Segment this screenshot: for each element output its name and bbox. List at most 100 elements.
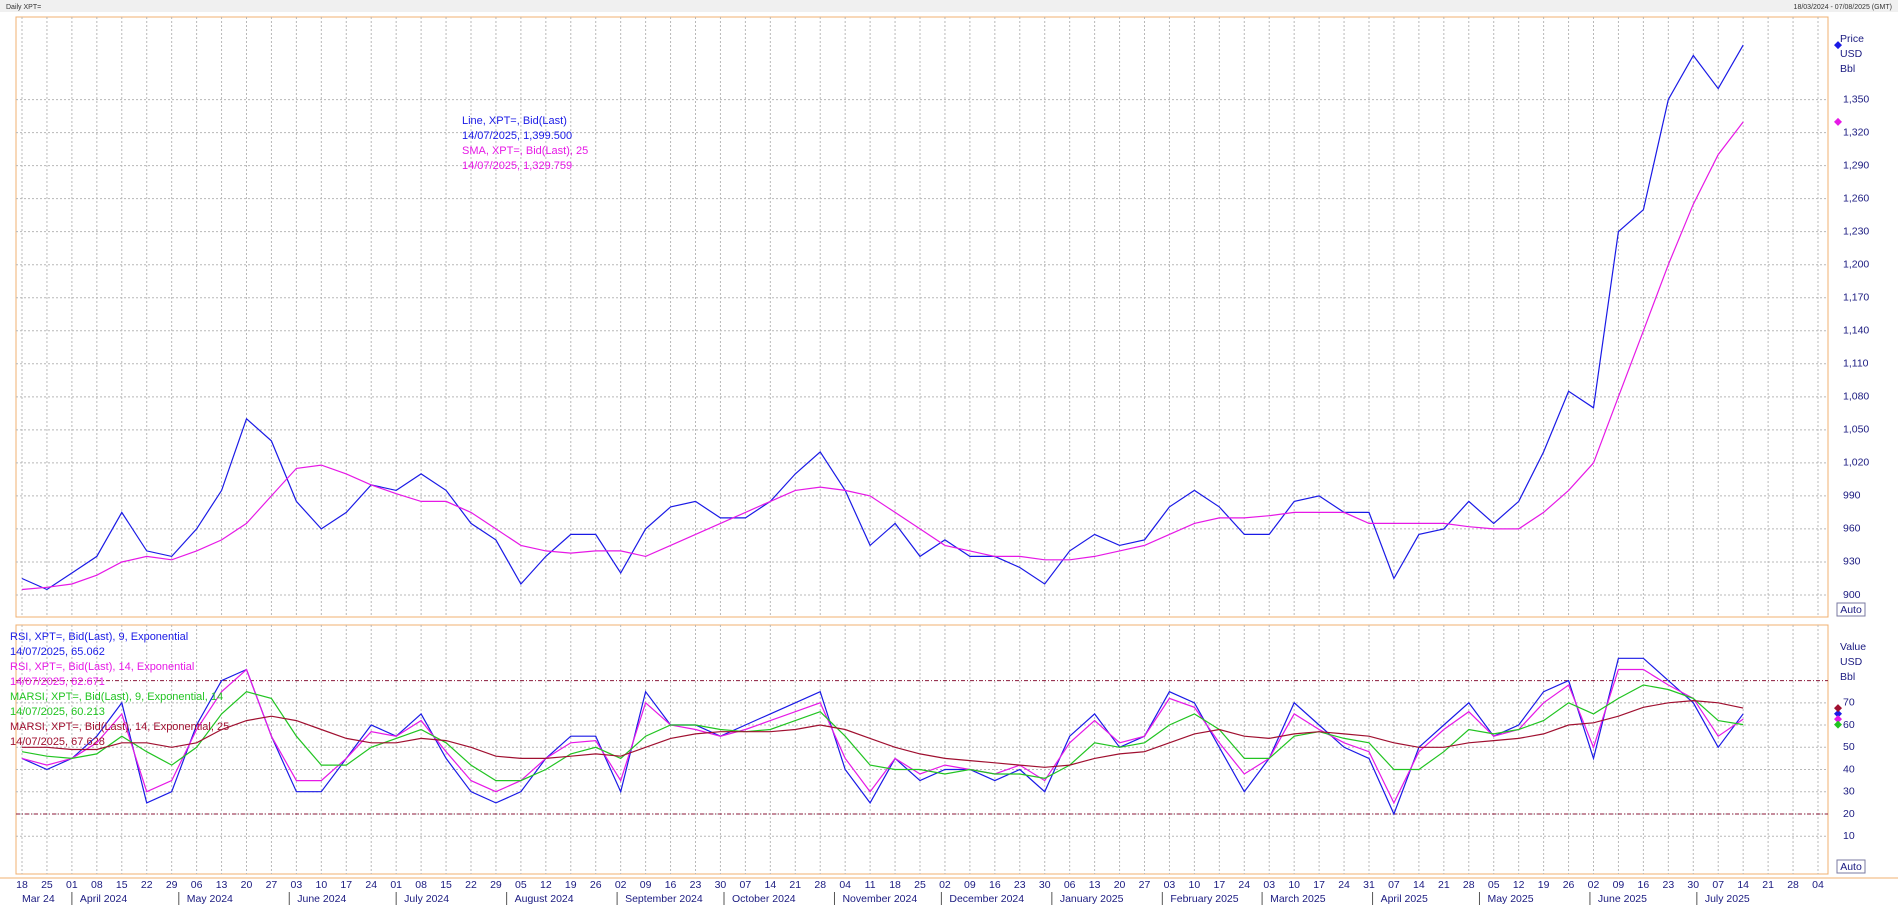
x-tick-label: 19 bbox=[1538, 879, 1550, 891]
legend-name: Line, XPT=, Bid(Last) bbox=[462, 115, 567, 127]
month-label: August 2024 bbox=[515, 893, 574, 905]
x-tick-label: 30 bbox=[1687, 879, 1699, 891]
x-tick-label: 24 bbox=[365, 879, 377, 891]
x-tick-label: 27 bbox=[1139, 879, 1151, 891]
x-tick-label: 29 bbox=[166, 879, 178, 891]
y-tick-label: 900 bbox=[1843, 589, 1861, 601]
x-tick-label: 22 bbox=[465, 879, 477, 891]
y-tick-label: 70 bbox=[1843, 697, 1855, 709]
last-value-marker bbox=[1834, 41, 1842, 50]
x-tick-label: 31 bbox=[1363, 879, 1375, 891]
auto-label: Auto bbox=[1840, 604, 1862, 616]
month-label: May 2025 bbox=[1487, 893, 1533, 905]
x-tick-label: 22 bbox=[141, 879, 153, 891]
month-label: May 2024 bbox=[187, 893, 233, 905]
x-tick-label: 14 bbox=[764, 879, 776, 891]
y-tick-label: 60 bbox=[1843, 719, 1855, 731]
month-label: January 2025 bbox=[1060, 893, 1124, 905]
x-tick-label: 08 bbox=[91, 879, 103, 891]
unit-label: Price bbox=[1840, 33, 1864, 45]
legend-last: 14/07/2025, 67.628 bbox=[10, 736, 105, 748]
x-tick-label: 26 bbox=[590, 879, 602, 891]
x-tick-label: 07 bbox=[740, 879, 752, 891]
y-tick-label: 1,230 bbox=[1843, 225, 1869, 237]
plot-frame bbox=[15, 624, 1829, 875]
last-value-marker bbox=[1834, 117, 1842, 126]
series-line bbox=[21, 44, 1744, 591]
x-tick-label: 16 bbox=[989, 879, 1001, 891]
y-tick-label: 50 bbox=[1843, 741, 1855, 753]
y-tick-label: 990 bbox=[1843, 490, 1861, 502]
x-tick-label: 14 bbox=[1413, 879, 1425, 891]
x-tick-label: 25 bbox=[41, 879, 53, 891]
legend-name: SMA, XPT=, Bid(Last), 25 bbox=[462, 145, 588, 157]
month-label: Mar 24 bbox=[22, 893, 55, 905]
x-tick-label: 25 bbox=[914, 879, 926, 891]
x-tick-label: 20 bbox=[1114, 879, 1126, 891]
x-tick-label: 28 bbox=[1463, 879, 1475, 891]
unit-label: Bbl bbox=[1840, 671, 1855, 683]
month-label: July 2024 bbox=[404, 893, 449, 905]
x-tick-label: 26 bbox=[1563, 879, 1575, 891]
last-value-marker bbox=[1834, 704, 1842, 713]
x-tick-label: 28 bbox=[1787, 879, 1799, 891]
x-tick-label: 11 bbox=[865, 879, 876, 891]
x-tick-label: 24 bbox=[1238, 879, 1250, 891]
x-tick-label: 02 bbox=[939, 879, 951, 891]
auto-label: Auto bbox=[1840, 861, 1862, 873]
month-label: October 2024 bbox=[732, 893, 796, 905]
unit-label: Bbl bbox=[1840, 63, 1855, 75]
x-tick-label: 04 bbox=[839, 879, 851, 891]
x-tick-label: 30 bbox=[1039, 879, 1051, 891]
x-tick-label: 16 bbox=[665, 879, 677, 891]
x-tick-label: 08 bbox=[415, 879, 427, 891]
unit-label: Value bbox=[1840, 641, 1866, 653]
x-tick-label: 20 bbox=[241, 879, 253, 891]
x-tick-label: 21 bbox=[789, 879, 801, 891]
legend-last: 14/07/2025, 60.213 bbox=[10, 706, 105, 718]
month-label: June 2025 bbox=[1598, 893, 1647, 905]
x-tick-label: 19 bbox=[565, 879, 577, 891]
x-tick-label: 18 bbox=[16, 879, 28, 891]
unit-label: USD bbox=[1840, 48, 1863, 60]
x-tick-label: 05 bbox=[1488, 879, 1500, 891]
legend-last: 14/07/2025, 62.671 bbox=[10, 676, 105, 688]
x-tick-label: 18 bbox=[889, 879, 901, 891]
series-line bbox=[21, 657, 1744, 816]
auto-button[interactable] bbox=[1836, 602, 1866, 617]
x-tick-label: 04 bbox=[1812, 879, 1824, 891]
y-tick-label: 1,140 bbox=[1843, 325, 1869, 337]
y-tick-label: 1,350 bbox=[1843, 93, 1869, 105]
x-tick-label: 06 bbox=[1064, 879, 1076, 891]
x-tick-label: 05 bbox=[515, 879, 527, 891]
x-tick-label: 21 bbox=[1438, 879, 1450, 891]
legend-name: MARSI, XPT=, Bid(Last), 9, Exponential, … bbox=[10, 691, 223, 703]
legend-last: 14/07/2025, 1,329.759 bbox=[462, 160, 572, 172]
x-tick-label: 03 bbox=[1263, 879, 1275, 891]
x-tick-label: 13 bbox=[216, 879, 228, 891]
y-tick-label: 30 bbox=[1843, 786, 1855, 798]
x-tick-label: 07 bbox=[1388, 879, 1400, 891]
legend-last: 14/07/2025, 1,399.500 bbox=[462, 130, 572, 142]
plot-frame bbox=[15, 16, 1829, 618]
x-tick-label: 07 bbox=[1712, 879, 1724, 891]
series-line bbox=[21, 121, 1744, 591]
month-label: February 2025 bbox=[1170, 893, 1238, 905]
y-tick-label: 1,020 bbox=[1843, 457, 1869, 469]
x-tick-label: 09 bbox=[640, 879, 652, 891]
x-tick-label: 03 bbox=[291, 879, 303, 891]
x-tick-label: 17 bbox=[340, 879, 352, 891]
y-tick-label: 1,050 bbox=[1843, 424, 1869, 436]
x-tick-label: 15 bbox=[440, 879, 452, 891]
auto-button[interactable] bbox=[1836, 859, 1866, 874]
x-tick-label: 03 bbox=[1164, 879, 1176, 891]
y-tick-label: 1,260 bbox=[1843, 192, 1869, 204]
x-tick-label: 29 bbox=[490, 879, 502, 891]
last-value-marker bbox=[1834, 715, 1842, 724]
y-tick-label: 1,110 bbox=[1843, 358, 1869, 370]
x-tick-label: 12 bbox=[1513, 879, 1525, 891]
series-line bbox=[21, 684, 1744, 782]
x-tick-label: 09 bbox=[964, 879, 976, 891]
month-label: July 2025 bbox=[1705, 893, 1750, 905]
